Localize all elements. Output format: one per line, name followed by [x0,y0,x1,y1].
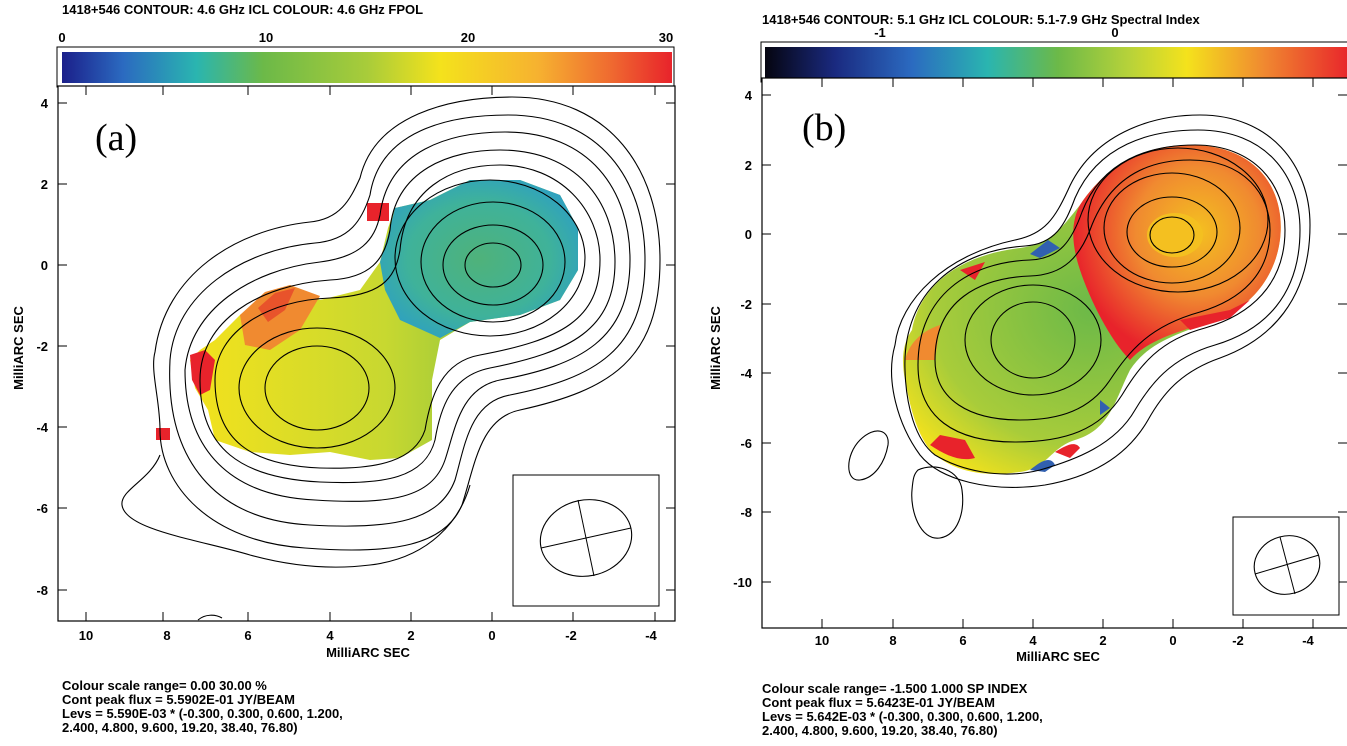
x-tick-label: 0 [1169,633,1176,648]
x-tick-label: 8 [889,633,896,648]
y-tick-label: 4 [41,96,49,111]
panel-b-colorbar: -1 0 [760,25,1347,83]
panel-a-x-tick-labels: 10 8 6 4 2 0 -2 -4 [79,628,658,643]
y-tick-label: 4 [745,88,753,103]
y-tick-label: -4 [740,366,752,381]
panel-b-ticks [762,78,1347,628]
y-tick-label: -8 [740,505,752,520]
panel-a-footer: Colour scale range= 0.00 30.00 % Cont pe… [62,679,343,735]
y-tick-label: -6 [36,501,48,516]
panel-a-colorbar: 0 10 20 30 [56,30,675,88]
x-tick-label: 10 [815,633,829,648]
footer-line: Colour scale range= 0.00 30.00 % [62,678,267,693]
y-tick-label: 2 [41,177,48,192]
panel-a-y-tick-labels: 4 2 0 -2 -4 -6 -8 [36,96,48,598]
panel-a-xlabel: MilliARC SEC [326,645,410,660]
x-tick-label: 6 [959,633,966,648]
y-tick-label: -4 [36,420,48,435]
colorbar-tick: -1 [874,25,886,40]
footer-line: Levs = 5.642E-03 * (-0.300, 0.300, 0.600… [762,709,1043,724]
y-tick-label: -2 [740,297,752,312]
x-tick-label: -2 [1232,633,1244,648]
panel-b-contours [848,114,1311,539]
panel-b-footer: Colour scale range= -1.500 1.000 SP INDE… [762,682,1043,738]
footer-line: Colour scale range= -1.500 1.000 SP INDE… [762,681,1028,696]
panel-b-x-tick-labels: 10 8 6 4 2 0 -2 -4 [815,633,1315,648]
panel-a-ylabel: MilliARC SEC [11,306,26,390]
x-tick-label: 0 [488,628,495,643]
panel-b-letter: (b) [802,107,846,149]
x-tick-label: 6 [244,628,251,643]
panel-a-contours [121,96,661,621]
y-tick-label: 0 [745,227,752,242]
colorbar-tick: 10 [259,30,273,45]
panel-a-colour-image [156,180,578,460]
panel-b-plot: (b) [761,77,1347,629]
x-tick-label: -2 [565,628,577,643]
y-tick-label: 2 [745,158,752,173]
panel-a-letter: (a) [95,117,137,159]
x-tick-label: -4 [645,628,657,643]
x-tick-label: -4 [1302,633,1314,648]
footer-line: 2.400, 4.800, 9.600, 19.20, 38.40, 76.80… [62,720,298,735]
panel-b-ylabel: MilliARC SEC [708,306,723,390]
panel-a-beam-box [512,474,660,607]
panel-a-ticks [58,86,675,621]
footer-line: Cont peak flux = 5.6423E-01 JY/BEAM [762,695,996,710]
colorbar-gradient [765,47,1347,78]
panel-a-plot: (a) [57,85,676,622]
x-tick-label: 4 [1029,633,1037,648]
y-tick-label: -10 [733,575,752,590]
x-tick-label: 8 [163,628,170,643]
colorbar-tick: 0 [1111,25,1118,40]
x-tick-label: 10 [79,628,93,643]
footer-line: Cont peak flux = 5.5902E-01 JY/BEAM [62,692,296,707]
footer-line: Levs = 5.590E-03 * (-0.300, 0.300, 0.600… [62,706,343,721]
y-tick-label: 0 [41,258,48,273]
colorbar-tick: 20 [461,30,475,45]
x-tick-label: 2 [1099,633,1106,648]
footer-line: 2.400, 4.800, 9.600, 19.20, 38.40, 76.80… [762,723,998,738]
colorbar-tick: 0 [58,30,65,45]
panel-b-xlabel: MilliARC SEC [1016,649,1100,664]
y-tick-label: -6 [740,436,752,451]
panel-a-header: 1418+546 CONTOUR: 4.6 GHz ICL COLOUR: 4.… [62,2,424,17]
panel-b-header: 1418+546 CONTOUR: 5.1 GHz ICL COLOUR: 5.… [762,12,1200,27]
colorbar-gradient [62,52,672,83]
colorbar-tick: 30 [659,30,673,45]
x-tick-label: 4 [326,628,334,643]
panel-b-beam-box [1232,516,1340,616]
panel-b-y-tick-labels: 4 2 0 -2 -4 -6 -8 -10 [733,88,753,590]
y-tick-label: -8 [36,583,48,598]
x-tick-label: 2 [407,628,414,643]
y-tick-label: -2 [36,339,48,354]
